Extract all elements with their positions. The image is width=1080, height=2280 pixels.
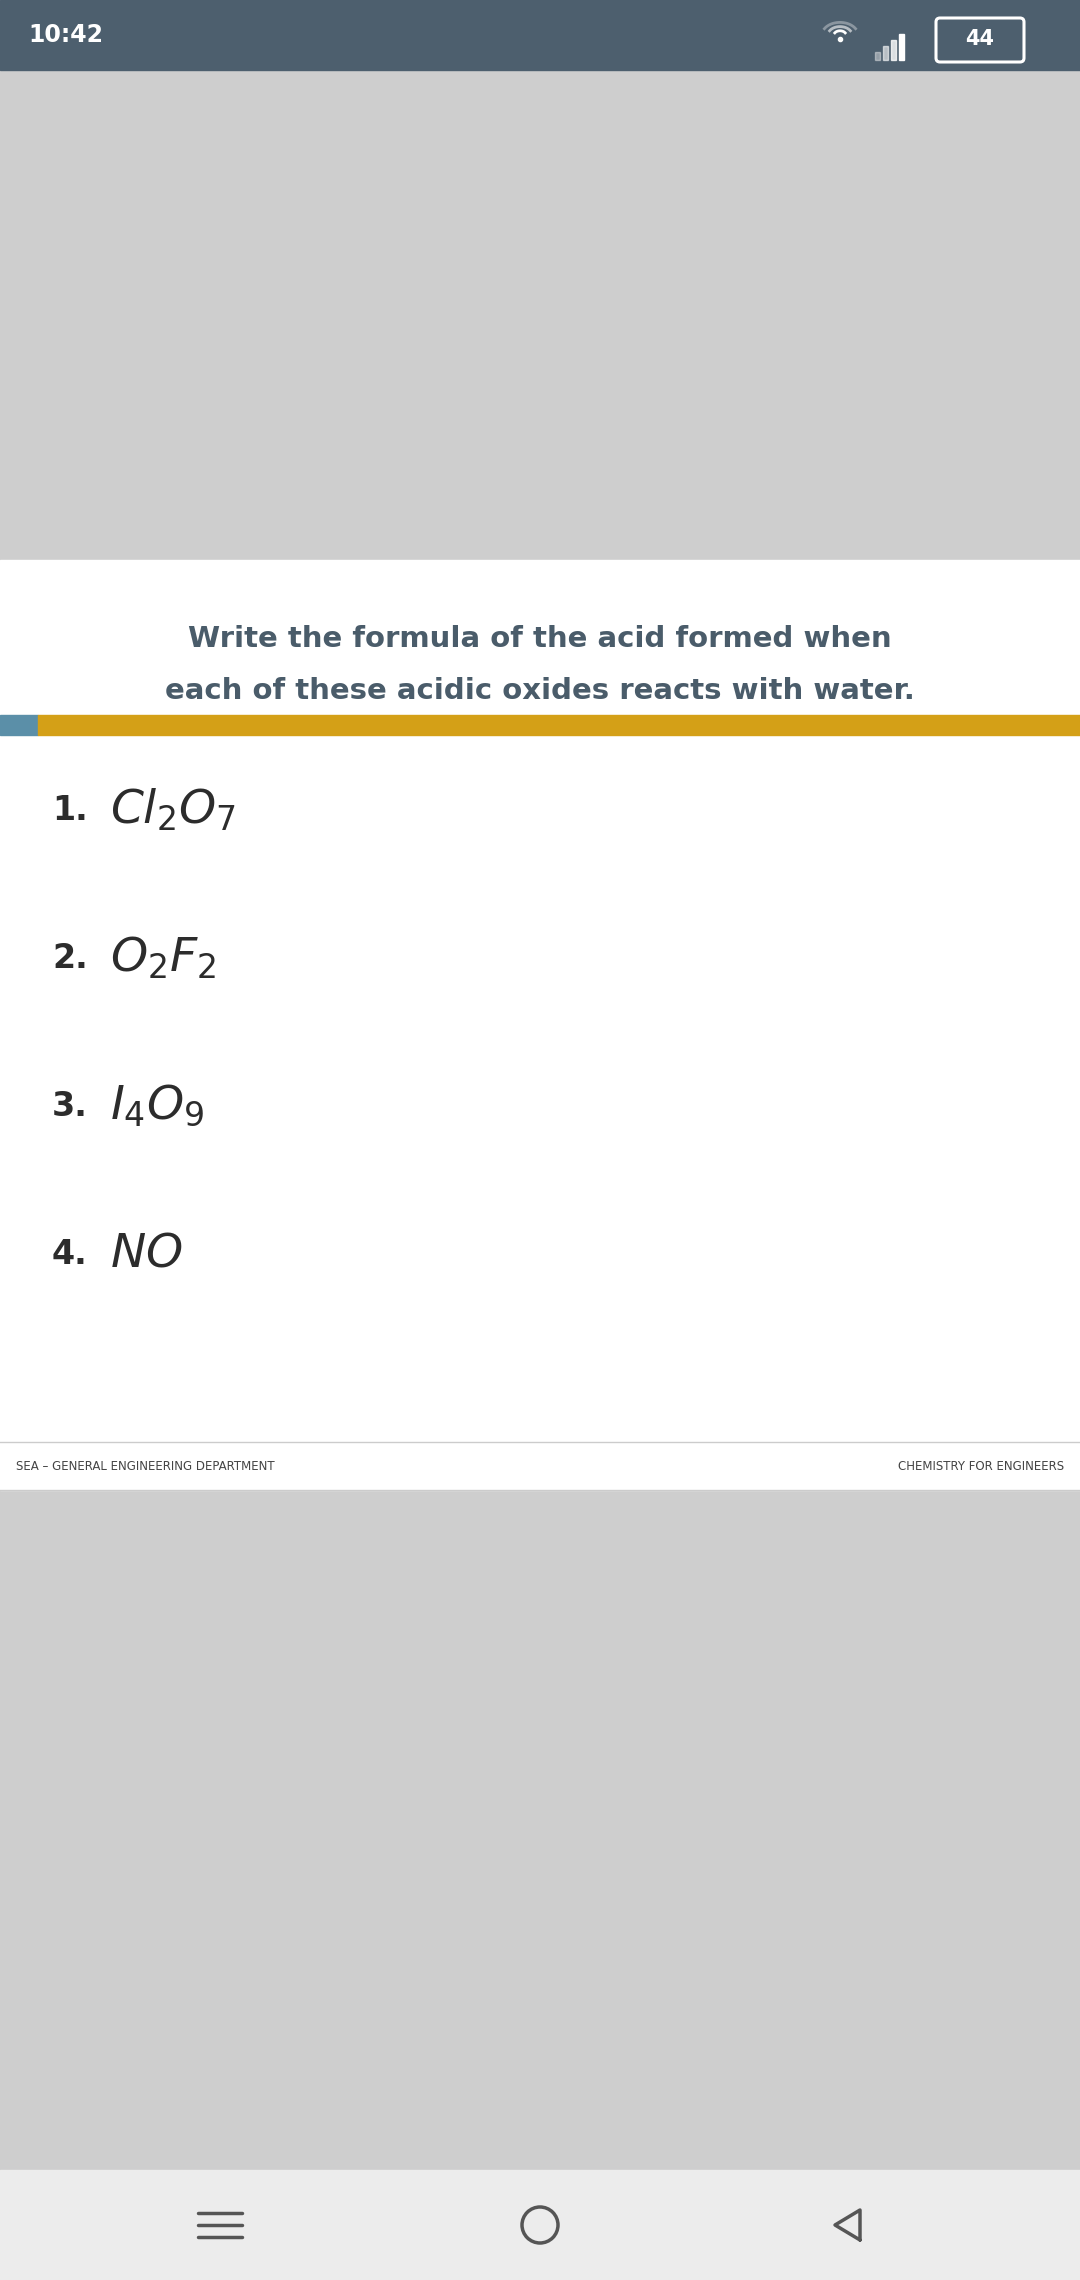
Bar <box>875 52 880 59</box>
Text: each of these acidic oxides reacts with water.: each of these acidic oxides reacts with … <box>165 677 915 705</box>
Bar <box>0 1491 1080 2280</box>
Text: 4.: 4. <box>52 1238 87 1270</box>
Bar <box>0 716 38 734</box>
Text: SEA – GENERAL ENGINEERING DEPARTMENT: SEA – GENERAL ENGINEERING DEPARTMENT <box>16 1459 274 1473</box>
Bar <box>0 0 1080 71</box>
Bar <box>0 71 1080 561</box>
Text: CHEMISTRY FOR ENGINEERS: CHEMISTRY FOR ENGINEERS <box>897 1459 1064 1473</box>
Text: 10:42: 10:42 <box>28 23 103 48</box>
Text: $\mathit{I_4O_9}$: $\mathit{I_4O_9}$ <box>110 1083 204 1129</box>
Text: Write the formula of the acid formed when: Write the formula of the acid formed whe… <box>188 625 892 652</box>
Text: $\mathit{NO}$: $\mathit{NO}$ <box>110 1231 183 1277</box>
Bar <box>891 41 896 59</box>
Text: 2.: 2. <box>52 942 87 974</box>
Text: 44: 44 <box>966 30 995 48</box>
Text: $\mathit{O_2F_2}$: $\mathit{O_2F_2}$ <box>110 935 216 980</box>
Bar <box>0 2171 1080 2280</box>
Bar <box>0 1441 1080 1491</box>
Text: 3.: 3. <box>52 1090 87 1122</box>
Text: 1.: 1. <box>52 793 87 825</box>
Bar <box>38 716 1080 734</box>
Bar <box>0 561 1080 1491</box>
Bar <box>883 46 888 59</box>
Text: $\mathit{Cl_2O_7}$: $\mathit{Cl_2O_7}$ <box>110 787 235 832</box>
Bar <box>899 34 904 59</box>
